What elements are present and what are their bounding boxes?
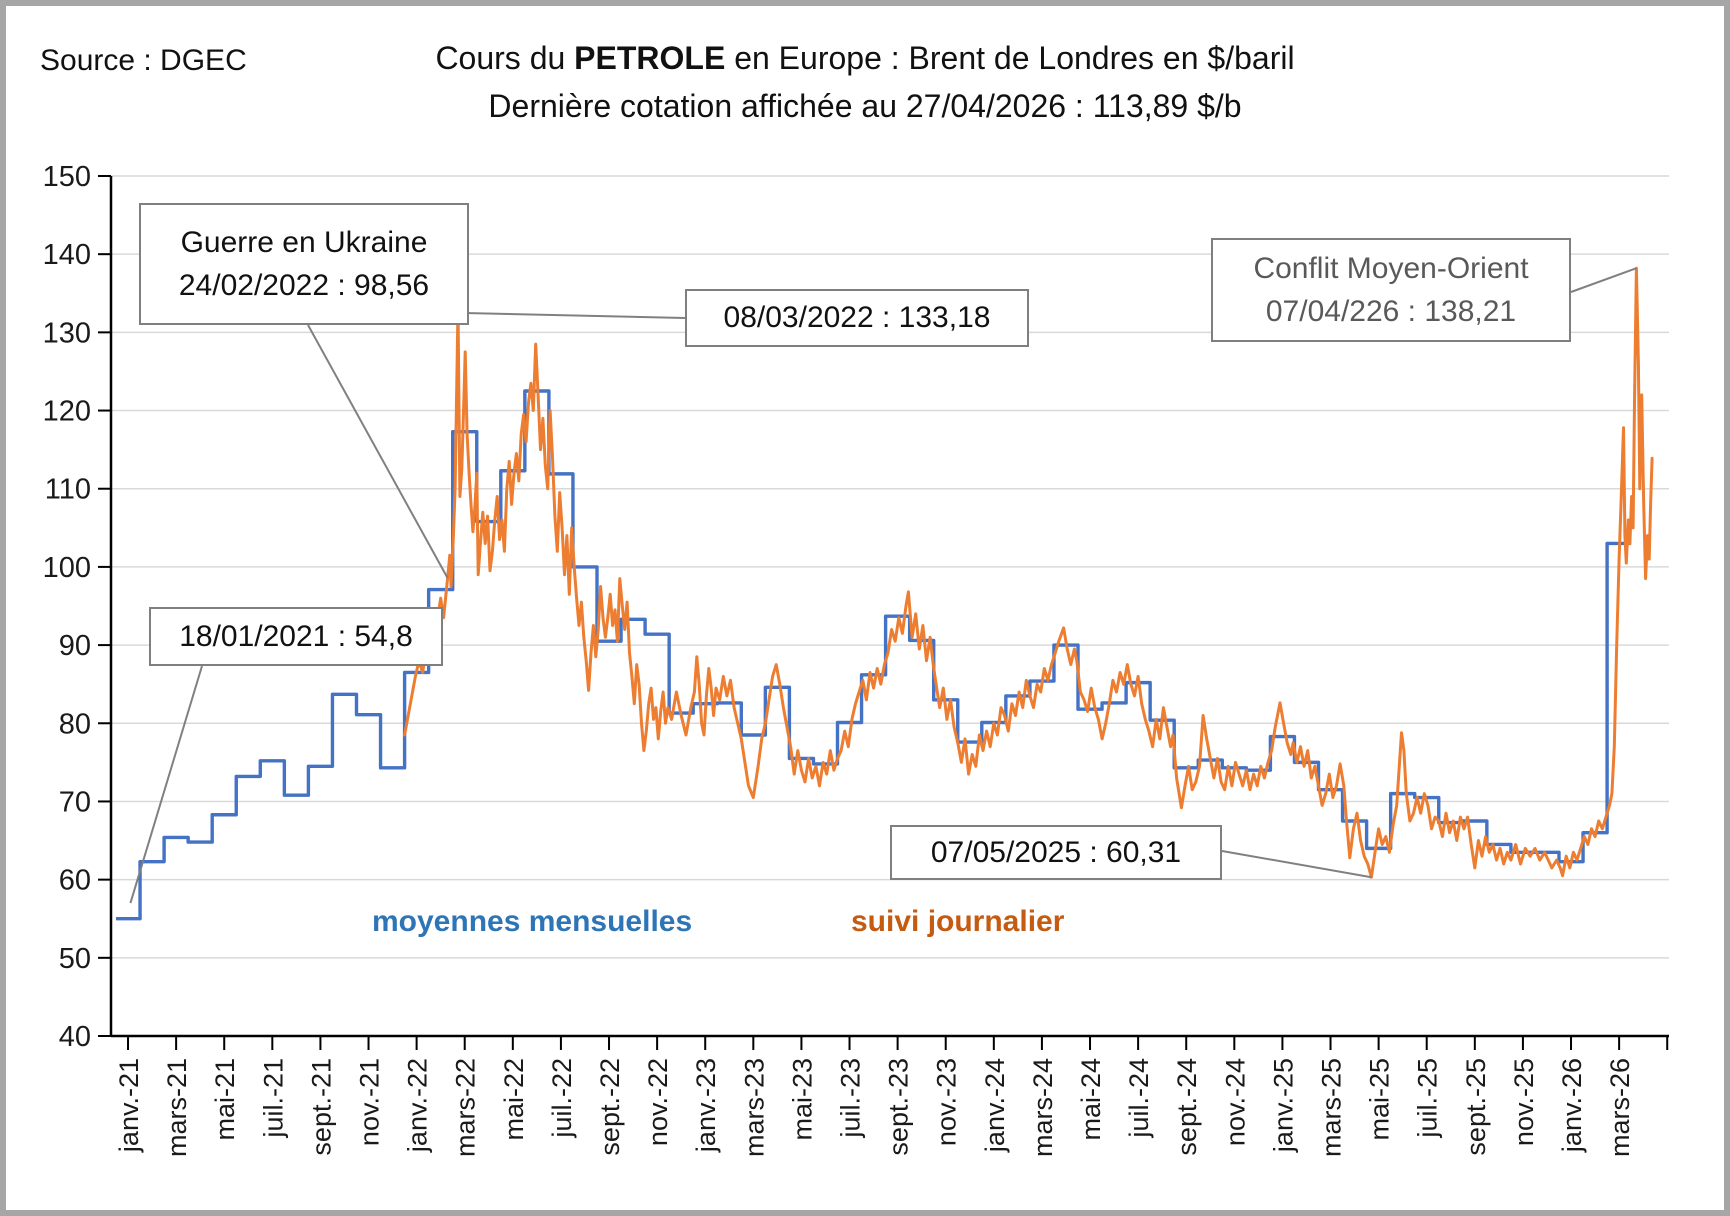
svg-text:sept.-21: sept.-21: [306, 1058, 336, 1156]
svg-text:70: 70: [59, 786, 91, 818]
chart-title: Cours du PETROLE en Europe : Brent de Lo…: [6, 40, 1724, 77]
annotation-text: 08/03/2022 : 133,18: [723, 301, 991, 335]
svg-text:juil.-22: juil.-22: [547, 1058, 577, 1139]
svg-text:mai-24: mai-24: [1076, 1058, 1106, 1141]
svg-text:sept.-24: sept.-24: [1172, 1058, 1202, 1156]
svg-text:140: 140: [43, 239, 91, 271]
legend-daily-tracking: suivi journalier: [851, 905, 1065, 938]
axes: 40 50 60 70 80 90 100 110 120 130 140 150 janv.-21 ma…: [43, 161, 1669, 1157]
svg-text:130: 130: [43, 317, 91, 349]
daily-price-line: [403, 266, 1654, 879]
chart-title-suffix: en Europe : Brent de Londres en $/baril: [725, 40, 1295, 76]
svg-text:sept.-22: sept.-22: [595, 1058, 625, 1156]
svg-text:janv.-22: janv.-22: [403, 1058, 433, 1153]
svg-text:120: 120: [43, 396, 91, 428]
svg-text:nov.-22: nov.-22: [643, 1058, 673, 1146]
svg-text:mars-23: mars-23: [739, 1058, 769, 1157]
svg-text:mars-24: mars-24: [1028, 1058, 1058, 1157]
svg-text:janv.-24: janv.-24: [980, 1058, 1010, 1153]
svg-text:juil.-21: juil.-21: [258, 1058, 288, 1139]
svg-text:juil.-24: juil.-24: [1124, 1058, 1154, 1139]
svg-text:sept.-25: sept.-25: [1461, 1058, 1491, 1156]
chart-title-bold: PETROLE: [574, 40, 726, 76]
annotation-text: Conflit Moyen-Orient: [1253, 251, 1529, 285]
svg-text:60: 60: [59, 865, 91, 897]
svg-text:mai-22: mai-22: [499, 1058, 529, 1141]
svg-text:nov.-24: nov.-24: [1220, 1058, 1250, 1146]
annotation-text: 07/04/226 : 138,21: [1265, 295, 1517, 328]
annotation-pic-2022: 08/03/2022 : 133,18: [685, 289, 1029, 347]
svg-text:juil.-23: juil.-23: [836, 1058, 866, 1139]
annotation-text: 24/02/2022 : 98,56: [178, 269, 430, 302]
svg-text:nov.-25: nov.-25: [1509, 1058, 1539, 1146]
svg-text:mai-23: mai-23: [787, 1058, 817, 1141]
svg-text:mars-26: mars-26: [1605, 1058, 1635, 1157]
annotation-creux-2025: 07/05/2025 : 60,31: [890, 825, 1222, 880]
svg-text:janv.-25: janv.-25: [1268, 1058, 1298, 1153]
svg-text:mars-21: mars-21: [162, 1058, 192, 1157]
svg-text:mars-22: mars-22: [451, 1058, 481, 1157]
svg-text:janv.-21: janv.-21: [114, 1058, 144, 1153]
svg-text:janv.-26: janv.-26: [1557, 1058, 1587, 1153]
svg-text:nov.-21: nov.-21: [355, 1058, 385, 1146]
annotation-text: 07/05/2025 : 60,31: [930, 835, 1182, 869]
annotation-conflit-moyen-orient: Conflit Moyen-Orient 07/04/226 : 138,21: [1211, 238, 1571, 342]
annotation-text: Guerre en Ukraine: [180, 225, 428, 259]
svg-text:40: 40: [59, 1021, 91, 1053]
svg-text:90: 90: [59, 630, 91, 662]
svg-text:nov.-23: nov.-23: [932, 1058, 962, 1146]
svg-text:juil.-25: juil.-25: [1413, 1058, 1443, 1139]
plot-area: 40 50 60 70 80 90 100 110 120 130 140 150 janv.-21 ma…: [43, 161, 1669, 1157]
source-label: Source : DGEC: [40, 44, 247, 77]
annotation-guerre-ukraine: Guerre en Ukraine 24/02/2022 : 98,56: [139, 203, 469, 325]
chart-subtitle: Dernière cotation affichée au 27/04/2026…: [488, 88, 1242, 124]
svg-text:sept.-23: sept.-23: [884, 1058, 914, 1156]
annotation-text: 18/01/2021 : 54,8: [179, 619, 413, 653]
svg-text:janv.-23: janv.-23: [691, 1058, 721, 1153]
svg-text:mai-21: mai-21: [210, 1058, 240, 1141]
svg-text:80: 80: [59, 708, 91, 740]
svg-text:100: 100: [43, 552, 91, 584]
svg-text:110: 110: [45, 474, 91, 506]
svg-text:mai-25: mai-25: [1365, 1058, 1395, 1141]
annotation-debut-2021: 18/01/2021 : 54,8: [149, 607, 443, 666]
svg-text:mars-25: mars-25: [1317, 1058, 1347, 1157]
svg-text:150: 150: [43, 161, 91, 193]
chart-title-prefix: Cours du: [435, 40, 575, 76]
legend-monthly-averages: moyennes mensuelles: [372, 905, 693, 938]
annotation-leader-lines: [129, 267, 1637, 904]
monthly-average-line: [116, 389, 1632, 921]
svg-text:50: 50: [59, 943, 91, 975]
